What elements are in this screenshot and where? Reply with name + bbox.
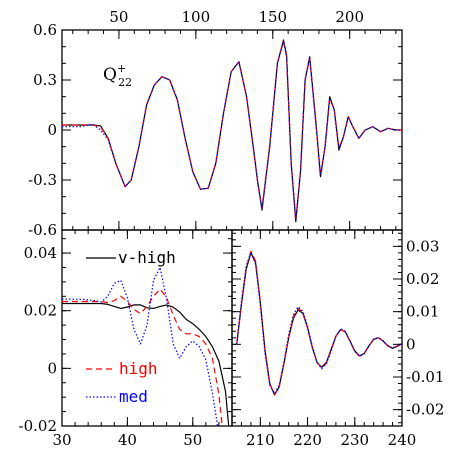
top-y-tick-label: 0.3: [33, 71, 57, 89]
legend-label-v-high: v-high: [118, 248, 176, 267]
bottom-right-x-tick-label: 230: [340, 431, 369, 449]
legend-item-high: high: [86, 359, 158, 378]
legend-item-med: med: [86, 387, 148, 406]
bottom-right-y-tick-label: 0.01: [406, 303, 439, 321]
top-series-high: [62, 41, 402, 221]
bottom-right-panel: 210 220 230 240 0.03 0.02 0.01 0 -0.01 -0.02: [231, 229, 444, 449]
panel-annotation-sup: +: [117, 62, 126, 75]
bottom-left-x-tick-label: 30: [52, 431, 71, 449]
bottom-left-y-tick-label: 0.02: [24, 302, 57, 320]
bottom-right-series-high: [236, 250, 402, 396]
bottom-left-series-high: [62, 288, 223, 426]
top-y-tick-label: 0: [47, 121, 57, 139]
bottom-right-panel-ticks: 210 220 230 240 0.03 0.02 0.01 0 -0.01 -0.02: [231, 230, 444, 449]
bottom-right-y-tick-label: -0.02: [406, 401, 444, 419]
bottom-left-series-med: [62, 266, 219, 426]
top-panel: 50 100 150 200 0.6 0.3 0 -0.3 -0.6 Q+ 22: [28, 8, 403, 239]
bottom-right-series-v-high: [236, 252, 402, 396]
legend-item-v-high: v-high: [86, 248, 176, 267]
top-x-tick-label: 100: [182, 8, 211, 26]
top-panel-frame: [61, 29, 403, 231]
bottom-left-panel-ticks: 30 40 50 0.04 0.02 0 -0.02: [19, 230, 233, 449]
legend: v-high high med: [86, 248, 176, 406]
bottom-right-x-tick-label: 210: [246, 431, 275, 449]
bottom-left-panel: 30 40 50 0.04 0.02 0 -0.02 v-high high med: [19, 229, 233, 449]
bottom-left-series-v-high: [62, 302, 230, 426]
bottom-right-series-med: [236, 251, 402, 394]
bottom-left-panel-series: [62, 266, 230, 426]
bottom-left-y-tick-label: 0: [47, 359, 57, 377]
bottom-right-y-tick-label: 0: [406, 335, 416, 353]
top-y-tick-label: -0.6: [28, 221, 57, 239]
panel-annotation-sub: 22: [118, 76, 132, 89]
bottom-right-x-tick-label: 220: [293, 431, 322, 449]
bottom-right-y-tick-label: -0.01: [406, 368, 444, 386]
bottom-left-x-tick-label: 40: [118, 431, 137, 449]
top-panel-ticks: 50 100 150 200 0.6 0.3 0 -0.3 -0.6: [28, 8, 402, 239]
panel-annotation-main: Q: [103, 65, 117, 85]
top-x-tick-label: 150: [258, 8, 287, 26]
top-panel-series: [62, 39, 402, 223]
bottom-right-panel-frame: [231, 229, 403, 427]
top-x-tick-label: 50: [109, 8, 128, 26]
legend-label-med: med: [119, 387, 148, 406]
bottom-right-y-tick-label: 0.02: [406, 270, 439, 288]
bottom-right-y-tick-label: 0.03: [406, 237, 439, 255]
bottom-left-x-tick-label: 50: [183, 431, 202, 449]
top-y-tick-label: 0.6: [33, 21, 57, 39]
bottom-left-y-tick-label: 0.04: [24, 244, 57, 262]
legend-label-high: high: [119, 359, 158, 378]
panel-annotation: Q+ 22: [103, 62, 132, 89]
top-x-tick-label: 200: [335, 8, 364, 26]
bottom-right-panel-series: [236, 250, 402, 396]
bottom-left-y-tick-label: -0.02: [19, 417, 57, 435]
bottom-right-x-tick-label: 240: [388, 431, 417, 449]
top-y-tick-label: -0.3: [28, 171, 57, 189]
